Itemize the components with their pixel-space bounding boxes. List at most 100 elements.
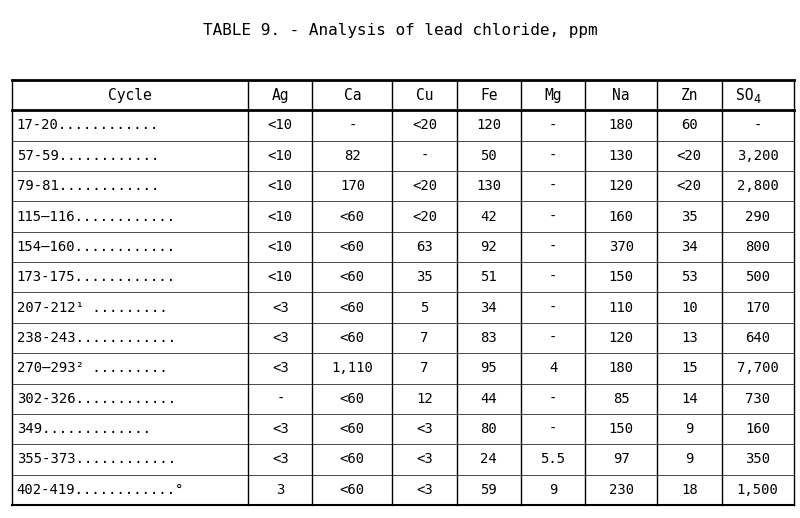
Text: <10: <10 bbox=[268, 179, 293, 193]
Text: 34: 34 bbox=[681, 240, 698, 254]
Text: 9: 9 bbox=[685, 422, 694, 436]
Text: <3: <3 bbox=[272, 422, 289, 436]
Text: -: - bbox=[549, 119, 558, 133]
Text: 2,800: 2,800 bbox=[737, 179, 778, 193]
Text: 120: 120 bbox=[476, 119, 502, 133]
Text: 302-326............: 302-326............ bbox=[17, 392, 176, 406]
Text: 7: 7 bbox=[420, 331, 429, 345]
Text: 18: 18 bbox=[681, 483, 698, 497]
Text: 4: 4 bbox=[549, 362, 558, 376]
Text: 13: 13 bbox=[681, 331, 698, 345]
Text: 1,500: 1,500 bbox=[737, 483, 778, 497]
Text: <3: <3 bbox=[416, 453, 433, 467]
Text: <10: <10 bbox=[268, 240, 293, 254]
Text: 35: 35 bbox=[416, 270, 433, 284]
Text: 82: 82 bbox=[344, 149, 361, 163]
Text: <20: <20 bbox=[677, 149, 702, 163]
Text: <10: <10 bbox=[268, 149, 293, 163]
Text: 3: 3 bbox=[276, 483, 285, 497]
Text: <3: <3 bbox=[272, 362, 289, 376]
Text: <60: <60 bbox=[340, 483, 365, 497]
Text: 130: 130 bbox=[476, 179, 502, 193]
Text: 92: 92 bbox=[481, 240, 497, 254]
Text: 170: 170 bbox=[340, 179, 365, 193]
Text: 110: 110 bbox=[609, 300, 634, 314]
Text: <20: <20 bbox=[412, 179, 437, 193]
Text: <3: <3 bbox=[272, 331, 289, 345]
Text: -: - bbox=[549, 149, 558, 163]
Text: 238-243............: 238-243............ bbox=[17, 331, 176, 345]
Text: 17-20............: 17-20............ bbox=[17, 119, 159, 133]
Text: 150: 150 bbox=[609, 270, 634, 284]
Text: 80: 80 bbox=[481, 422, 497, 436]
Text: 7,700: 7,700 bbox=[737, 362, 778, 376]
Text: 160: 160 bbox=[609, 209, 634, 223]
Text: TABLE 9. - Analysis of lead chloride, ppm: TABLE 9. - Analysis of lead chloride, pp… bbox=[202, 23, 598, 38]
Text: 14: 14 bbox=[681, 392, 698, 406]
Text: -: - bbox=[549, 331, 558, 345]
Text: Ca: Ca bbox=[344, 88, 361, 103]
Text: 120: 120 bbox=[609, 331, 634, 345]
Text: <60: <60 bbox=[340, 453, 365, 467]
Text: 34: 34 bbox=[481, 300, 497, 314]
Text: 10: 10 bbox=[681, 300, 698, 314]
Text: 35: 35 bbox=[681, 209, 698, 223]
Text: 173-175............: 173-175............ bbox=[17, 270, 176, 284]
Text: 180: 180 bbox=[609, 119, 634, 133]
Text: 230: 230 bbox=[609, 483, 634, 497]
Text: Zn: Zn bbox=[681, 88, 698, 103]
Text: <60: <60 bbox=[340, 300, 365, 314]
Text: 12: 12 bbox=[416, 392, 433, 406]
Text: 370: 370 bbox=[609, 240, 634, 254]
Text: 1,110: 1,110 bbox=[331, 362, 374, 376]
Text: <10: <10 bbox=[268, 119, 293, 133]
Text: 97: 97 bbox=[613, 453, 630, 467]
Text: 349.............: 349............. bbox=[17, 422, 151, 436]
Text: 42: 42 bbox=[481, 209, 497, 223]
Text: <10: <10 bbox=[268, 209, 293, 223]
Text: -: - bbox=[549, 240, 558, 254]
Text: 9: 9 bbox=[685, 453, 694, 467]
Text: SO: SO bbox=[736, 88, 754, 103]
Text: 120: 120 bbox=[609, 179, 634, 193]
Text: 44: 44 bbox=[481, 392, 497, 406]
Text: 63: 63 bbox=[416, 240, 433, 254]
Text: 160: 160 bbox=[745, 422, 770, 436]
Text: 3,200: 3,200 bbox=[737, 149, 778, 163]
Text: <20: <20 bbox=[677, 179, 702, 193]
Text: 50: 50 bbox=[481, 149, 497, 163]
Text: <3: <3 bbox=[272, 300, 289, 314]
Text: 154—160............: 154—160............ bbox=[17, 240, 176, 254]
Text: <10: <10 bbox=[268, 270, 293, 284]
Text: <3: <3 bbox=[416, 422, 433, 436]
Text: Fe: Fe bbox=[480, 88, 498, 103]
Text: Ag: Ag bbox=[271, 88, 289, 103]
Text: 350: 350 bbox=[745, 453, 770, 467]
Text: 57-59............: 57-59............ bbox=[17, 149, 159, 163]
Text: 79-81............: 79-81............ bbox=[17, 179, 159, 193]
Text: 4: 4 bbox=[754, 93, 761, 106]
Text: 207-212¹ .........: 207-212¹ ......... bbox=[17, 300, 167, 314]
Text: -: - bbox=[549, 422, 558, 436]
Text: 83: 83 bbox=[481, 331, 497, 345]
Text: <3: <3 bbox=[272, 453, 289, 467]
Text: -: - bbox=[276, 392, 285, 406]
Text: 500: 500 bbox=[745, 270, 770, 284]
Text: <60: <60 bbox=[340, 422, 365, 436]
Text: 270—293² .........: 270—293² ......... bbox=[17, 362, 167, 376]
Text: 640: 640 bbox=[745, 331, 770, 345]
Text: -: - bbox=[348, 119, 357, 133]
Text: -: - bbox=[420, 149, 429, 163]
Text: 15: 15 bbox=[681, 362, 698, 376]
Text: <60: <60 bbox=[340, 270, 365, 284]
Text: 170: 170 bbox=[745, 300, 770, 314]
Text: -: - bbox=[549, 300, 558, 314]
Text: -: - bbox=[754, 119, 762, 133]
Text: <3: <3 bbox=[416, 483, 433, 497]
Text: 402-419............°: 402-419............° bbox=[17, 483, 184, 497]
Text: -: - bbox=[549, 392, 558, 406]
Text: <60: <60 bbox=[340, 209, 365, 223]
Text: -: - bbox=[549, 209, 558, 223]
Text: Na: Na bbox=[613, 88, 630, 103]
Text: 24: 24 bbox=[481, 453, 497, 467]
